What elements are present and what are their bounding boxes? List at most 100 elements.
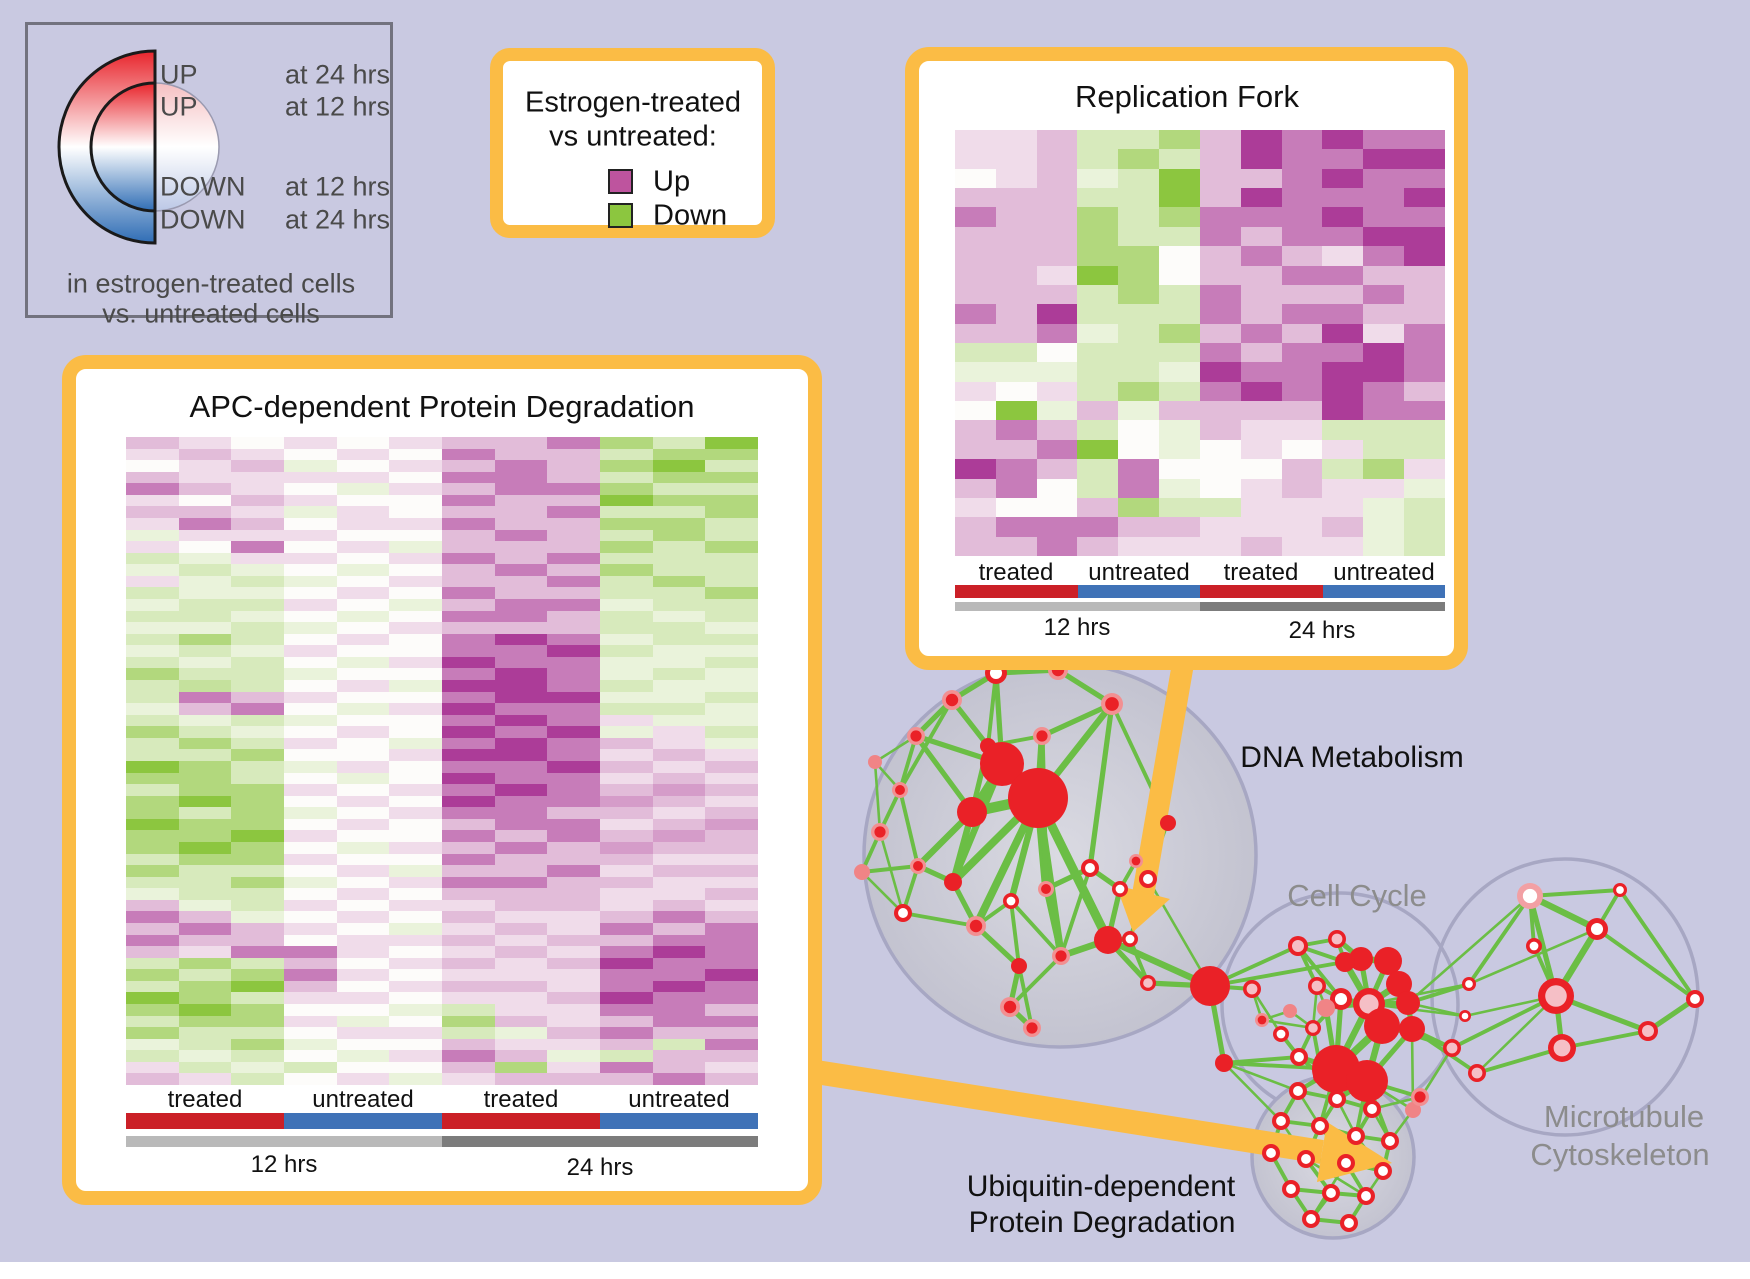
- scale-time-down-24: at 24 hrs: [284, 204, 390, 235]
- heatmap-cell: [494, 471, 548, 484]
- heatmap-cell: [1159, 381, 1200, 402]
- heatmap-cell: [126, 888, 179, 900]
- heatmap-cell: [336, 471, 390, 484]
- heatmap-cell: [389, 483, 442, 495]
- heatmap-cell: [705, 679, 758, 692]
- heatmap-cell: [600, 772, 653, 785]
- rep-bar-treated-24: [1200, 585, 1323, 598]
- heatmap-cell: [705, 633, 758, 646]
- heatmap-cell: [995, 304, 1037, 324]
- heatmap-cell: [389, 633, 442, 646]
- network-node-core: [1446, 1042, 1458, 1054]
- rep-time-12hrs: 12 hrs: [1043, 614, 1111, 641]
- heatmap-cell: [126, 911, 179, 923]
- heatmap-cell: [336, 1027, 390, 1039]
- heatmap-cell: [1363, 188, 1405, 208]
- heatmap-cell: [705, 726, 758, 738]
- heatmap-cell: [178, 1003, 232, 1016]
- heatmap-cell: [705, 552, 758, 565]
- heatmap-cell: [494, 911, 548, 923]
- scale-time-down-12: at 12 hrs: [284, 171, 390, 202]
- down-color-swatch: [608, 203, 633, 228]
- heatmap-cell: [1404, 304, 1445, 324]
- heatmap-cell: [1404, 439, 1445, 460]
- heatmap-cell: [547, 598, 600, 611]
- heatmap-cell: [955, 517, 996, 537]
- heatmap-cell: [389, 460, 442, 472]
- heatmap-cell: [547, 853, 600, 866]
- heatmap-cell: [705, 911, 758, 923]
- heatmap-cell: [1240, 517, 1282, 537]
- network-node-core: [1041, 884, 1051, 894]
- heatmap-cell: [600, 911, 653, 923]
- heatmap-cell: [1118, 323, 1160, 343]
- heatmap-cell: [995, 284, 1037, 305]
- heatmap-cell: [284, 541, 337, 553]
- heatmap-cell: [705, 598, 758, 611]
- network-node-core: [1331, 933, 1343, 945]
- network-node-core: [1344, 1218, 1354, 1228]
- heatmap-cell: [126, 784, 179, 796]
- heatmap-cell: [652, 876, 706, 889]
- heatmap-cell: [705, 1050, 758, 1062]
- heatmap-cell: [284, 668, 337, 680]
- heatmap-cell: [178, 795, 232, 808]
- heatmap-cell: [1077, 362, 1119, 382]
- heatmap-cell: [389, 437, 442, 449]
- heatmap-cell: [178, 1015, 232, 1028]
- heatmap-cell: [231, 506, 284, 518]
- network-edge: [1260, 1018, 1315, 1030]
- heatmap-cell: [126, 541, 179, 553]
- heatmap-cell: [547, 668, 600, 680]
- network-edge: [898, 734, 918, 792]
- network-node-core: [1522, 888, 1538, 904]
- heatmap-cell: [494, 876, 548, 889]
- heatmap-cell: [547, 888, 600, 900]
- network-node-core: [1055, 950, 1067, 962]
- apc-bar-treated-24: [442, 1113, 600, 1129]
- heatmap-cell: [1118, 381, 1160, 402]
- heatmap-cell: [1363, 420, 1405, 440]
- network-edge: [1059, 866, 1092, 958]
- heatmap-cell: [336, 853, 390, 866]
- heatmap-cell: [1036, 342, 1078, 363]
- network-node-core: [1351, 1131, 1361, 1141]
- heatmap-cell: [389, 552, 442, 565]
- heatmap-cell: [126, 552, 179, 565]
- heatmap-cell: [231, 737, 284, 750]
- heatmap-cell: [547, 1027, 600, 1039]
- heatmap-cell: [494, 691, 548, 704]
- heatmap-cell: [442, 633, 495, 646]
- heatmap-cell: [705, 587, 758, 599]
- apc-heatmap: [126, 437, 758, 1085]
- scale-caption-line1: in estrogen-treated cells: [66, 268, 356, 299]
- heatmap-cell: [1077, 323, 1119, 343]
- heatmap-cell: [547, 818, 600, 831]
- heatmap-cell: [126, 1061, 179, 1074]
- heatmap-cell: [1036, 168, 1078, 189]
- heatmap-cell: [1199, 246, 1241, 266]
- network-node: [1405, 1102, 1421, 1118]
- heatmap-cell: [389, 876, 442, 889]
- heatmap-cell: [126, 575, 179, 588]
- heatmap-cell: [126, 1003, 179, 1016]
- heatmap-cell: [547, 471, 600, 484]
- heatmap-cell: [442, 760, 495, 773]
- network-edge: [1222, 1061, 1283, 1123]
- network-node: [1011, 958, 1027, 974]
- heatmap-cell: [652, 645, 706, 657]
- heatmap-cell: [652, 784, 706, 796]
- heatmap-cell: [336, 946, 390, 958]
- heatmap-cell: [389, 598, 442, 611]
- heatmap-cell: [600, 437, 653, 449]
- heatmap-cell: [600, 726, 653, 738]
- heatmap-cell: [178, 633, 232, 646]
- heatmap-cell: [547, 795, 600, 808]
- heatmap-cell: [231, 749, 284, 761]
- heatmap-cell: [1404, 168, 1445, 189]
- heatmap-cell: [336, 807, 390, 819]
- heatmap-cell: [336, 1038, 390, 1051]
- heatmap-cell: [178, 726, 232, 738]
- heatmap-cell: [336, 830, 390, 842]
